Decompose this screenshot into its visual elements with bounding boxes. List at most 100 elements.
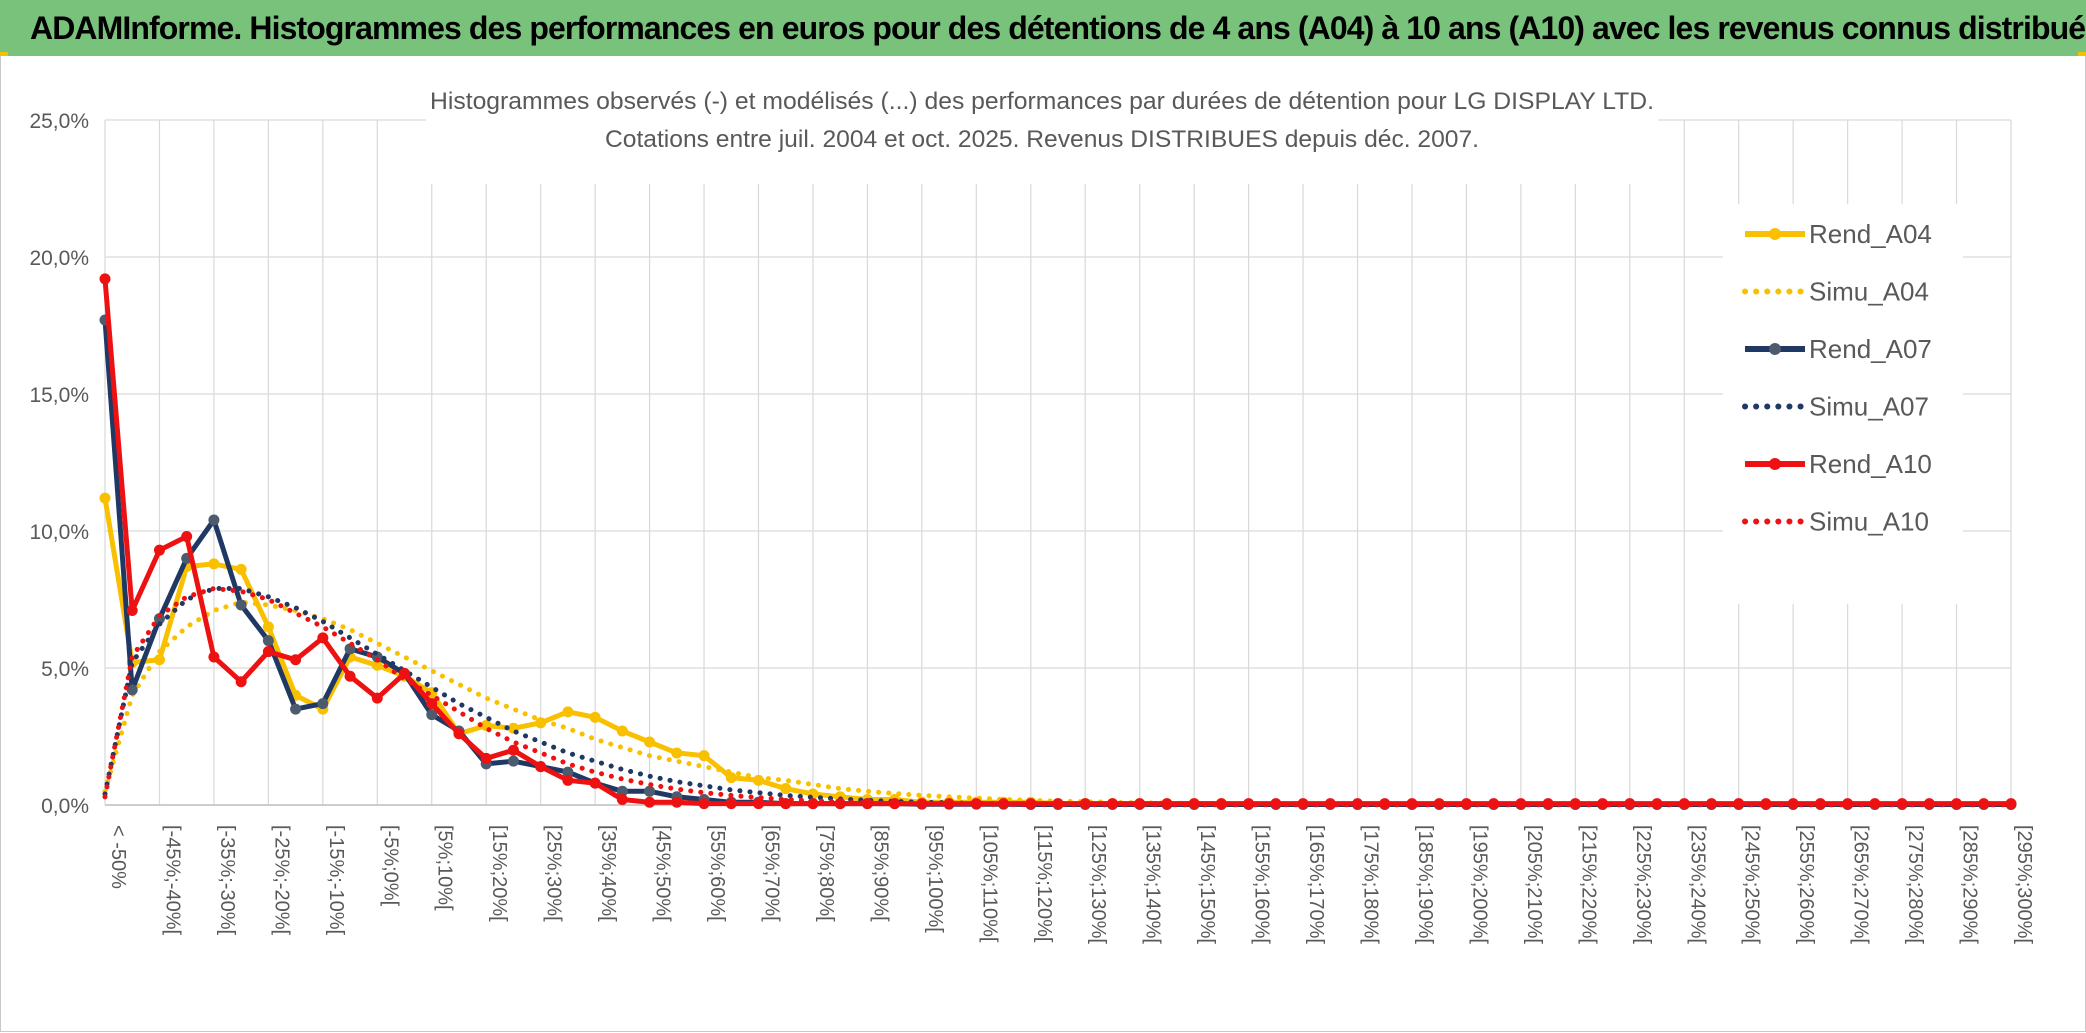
chart-frame: 0,0% 5,0% 10,0% 15,0% 20,0% 25,0% < -50% [-45%… xyxy=(0,56,2086,1032)
report-header: ADAMInforme. Histogrammes des performanc… xyxy=(0,0,2086,56)
series-point-rend_a07 xyxy=(262,635,274,647)
legend: Rend_A04 Simu_A04 Rend_A07 Simu_A07 Rend_A10… xyxy=(1723,204,1963,604)
x-tick-label: < -50% xyxy=(107,825,129,889)
series-point-rend_a07 xyxy=(616,785,628,797)
series-point-rend_a10 xyxy=(317,632,329,644)
legend-swatch-marker xyxy=(1769,228,1781,240)
chart-subtitle: Cotations entre juil. 2004 et oct. 2025.… xyxy=(605,126,1479,153)
series-point-rend_a04 xyxy=(208,558,220,570)
series-point-rend_a10 xyxy=(126,604,138,616)
x-tick-label: [75%;80%[ xyxy=(815,825,837,922)
x-tick-label: [135%;140%[ xyxy=(1142,825,1164,944)
header-accent-right xyxy=(2078,52,2086,56)
x-tick-label: [245%;250%[ xyxy=(1741,825,1763,944)
series-point-rend_a10 xyxy=(861,798,873,810)
x-tick-label: [85%;90%[ xyxy=(869,825,891,922)
y-tick-label: 5,0% xyxy=(41,658,89,681)
series-point-rend_a10 xyxy=(1760,798,1772,810)
series-point-rend_a04 xyxy=(99,492,111,504)
series-point-rend_a07 xyxy=(290,703,302,715)
x-tick-label: [205%;210%[ xyxy=(1523,825,1545,944)
x-tick-label: [35%;40%[ xyxy=(597,825,619,922)
series-point-rend_a10 xyxy=(644,796,656,808)
series-point-rend_a07 xyxy=(235,599,247,611)
x-tick-label: [55%;60%[ xyxy=(706,825,728,922)
series-point-rend_a04 xyxy=(644,736,656,748)
series-point-rend_a04 xyxy=(671,747,683,759)
series-point-rend_a04 xyxy=(262,621,274,633)
series-point-rend_a10 xyxy=(698,798,710,810)
series-point-rend_a04 xyxy=(562,706,574,718)
x-tick-label: [285%;290%[ xyxy=(1959,825,1981,944)
series-point-rend_a04 xyxy=(752,774,764,786)
x-tick-label: [185%;190%[ xyxy=(1414,825,1436,944)
header-accent-left xyxy=(0,52,8,56)
series-point-rend_a10 xyxy=(671,796,683,808)
x-tick-label: [165%;170%[ xyxy=(1305,825,1327,944)
series-point-rend_a04 xyxy=(780,783,792,795)
x-tick-label: [-45%;-40%[ xyxy=(161,825,183,935)
series-point-rend_a07 xyxy=(644,785,656,797)
legend-label: Simu_A10 xyxy=(1809,507,1929,537)
x-tick-label: [-35%;-30%[ xyxy=(216,825,238,935)
x-tick-label: [145%;150%[ xyxy=(1196,825,1218,944)
series-point-rend_a04 xyxy=(725,772,737,784)
x-tick-label: [-5%;0%[ xyxy=(379,825,401,907)
series-point-rend_a07 xyxy=(208,514,220,526)
x-tick-label: [95%;100%[ xyxy=(924,825,946,933)
x-tick-label: [115%;120%[ xyxy=(1033,825,1055,943)
series-point-rend_a04 xyxy=(589,711,601,723)
x-tick-label: [5%;10%[ xyxy=(434,825,456,911)
title-backdrop xyxy=(426,76,1658,184)
series-layer xyxy=(99,273,2017,810)
series-point-rend_a10 xyxy=(153,544,165,556)
x-tick-label: [25%;30%[ xyxy=(543,825,565,922)
series-point-rend_a10 xyxy=(235,676,247,688)
series-point-rend_a10 xyxy=(562,774,574,786)
legend-swatch-marker xyxy=(1769,343,1781,355)
series-point-rend_a07 xyxy=(562,766,574,778)
series-point-rend_a04 xyxy=(153,654,165,666)
series-point-rend_a10 xyxy=(943,798,955,810)
x-tick-label: [215%;220%[ xyxy=(1577,825,1599,944)
x-tick-label: [-25%;-20%[ xyxy=(270,825,292,935)
series-point-rend_a10 xyxy=(1134,798,1146,810)
series-point-rend_a07 xyxy=(426,709,438,721)
series-line-simu_a07 xyxy=(102,586,2014,808)
report-title: ADAMInforme. Histogrammes des performanc… xyxy=(30,9,2086,46)
x-tick-label: [225%;230%[ xyxy=(1632,825,1654,944)
y-tick-label: 15,0% xyxy=(29,384,89,407)
series-point-rend_a10 xyxy=(99,273,111,285)
series-point-rend_a10 xyxy=(208,651,220,663)
x-tick-label: [295%;300%[ xyxy=(2013,825,2035,944)
series-point-rend_a04 xyxy=(616,725,628,737)
series-point-rend_a04 xyxy=(371,659,383,671)
series-point-rend_a10 xyxy=(181,530,193,542)
legend-label: Rend_A04 xyxy=(1809,219,1932,249)
x-tick-label: [15%;20%[ xyxy=(488,825,510,922)
x-axis-labels: < -50% [-45%;-40%[ [-35%;-30%[ [-25%;-20%[ [… xyxy=(107,825,2035,944)
series-point-rend_a10 xyxy=(616,794,628,806)
y-tick-label: 10,0% xyxy=(29,521,89,544)
legend-label: Simu_A07 xyxy=(1809,392,1929,422)
x-tick-label: [175%;180%[ xyxy=(1360,825,1382,944)
series-point-rend_a10 xyxy=(371,692,383,704)
y-tick-label: 20,0% xyxy=(29,247,89,270)
series-point-rend_a10 xyxy=(507,744,519,756)
series-point-rend_a10 xyxy=(589,777,601,789)
series-line-simu_a04 xyxy=(102,599,2014,808)
legend-backdrop xyxy=(1723,204,1963,604)
chart-title: Histogrammes observés (-) et modélisés (… xyxy=(430,88,1654,115)
y-tick-label: 0,0% xyxy=(41,795,89,818)
x-tick-label: [235%;240%[ xyxy=(1686,825,1708,944)
x-tick-label: [45%;50%[ xyxy=(652,825,674,922)
x-tick-label: [105%;110%[ xyxy=(978,825,1000,943)
series-point-rend_a10 xyxy=(290,654,302,666)
series-point-rend_a10 xyxy=(2005,798,2017,810)
series-point-rend_a10 xyxy=(480,752,492,764)
x-tick-label: [155%;160%[ xyxy=(1251,825,1273,944)
series-point-rend_a10 xyxy=(535,761,547,773)
series-point-rend_a10 xyxy=(453,728,465,740)
series-point-rend_a10 xyxy=(262,646,274,658)
x-tick-label: [255%;260%[ xyxy=(1795,825,1817,944)
